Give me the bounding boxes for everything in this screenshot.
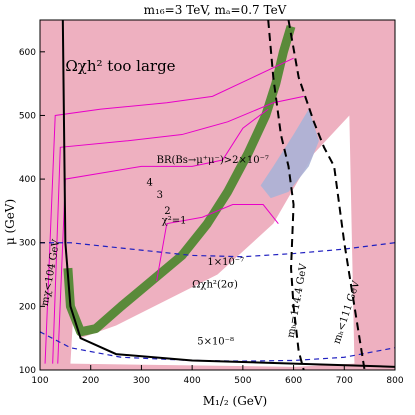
bs-excluded-region (260, 109, 319, 199)
annotation-1: BR(Bs→μ⁺μ⁻)>2×10⁻⁷ (157, 155, 269, 166)
x-tick-label-700: 700 (336, 376, 353, 386)
y-axis-label: μ (GeV) (3, 199, 17, 245)
x-tick-label-500: 500 (234, 376, 251, 386)
x-tick-label-800: 800 (386, 376, 403, 386)
contour-line-2 (52, 95, 304, 364)
y-tick-label-400: 400 (19, 175, 36, 185)
y-tick-label-200: 200 (19, 302, 36, 312)
chart-title: m₁₆=3 TeV, mₐ=0.7 TeV (144, 3, 287, 17)
y-tick-label-100: 100 (19, 366, 36, 376)
plot-area: 100 200 300 400 500 600 700 800 100 200 300 400 500 6… (19, 19, 404, 386)
x-tick-label-400: 400 (184, 376, 201, 386)
contour-line-3 (44, 57, 294, 364)
annotation-11: 2 (164, 206, 170, 217)
contour-line-7 (287, 19, 366, 371)
x-axis-label: M₁/₂ (GeV) (203, 394, 267, 408)
plot-frame (39, 19, 396, 371)
contour-line-0 (156, 204, 279, 281)
y-tick-label-300: 300 (19, 239, 36, 249)
allowed-region (70, 115, 355, 367)
annotation-0: Ωχh² too large (65, 57, 175, 75)
annotation-9: 4 (147, 177, 153, 188)
annotation-4: 1×10⁻⁷ (207, 257, 244, 268)
y-tick-label-500: 500 (19, 111, 36, 121)
x-tick-label-200: 200 (82, 376, 99, 386)
x-tick-label-300: 300 (133, 376, 150, 386)
annotation-2: χ²=1 (162, 216, 187, 227)
contour-line-8 (61, 19, 396, 368)
annotation-10: 3 (157, 190, 163, 201)
annotation-5: 5×10⁻⁸ (197, 337, 234, 348)
y-tick-label-600: 600 (19, 48, 36, 58)
x-tick-label-100: 100 (31, 376, 48, 386)
contour-line-6 (267, 19, 305, 371)
contour-line-4 (40, 242, 396, 258)
annotation-3: Ωχh²(2σ) (192, 279, 238, 290)
x-tick-label-600: 600 (285, 376, 302, 386)
